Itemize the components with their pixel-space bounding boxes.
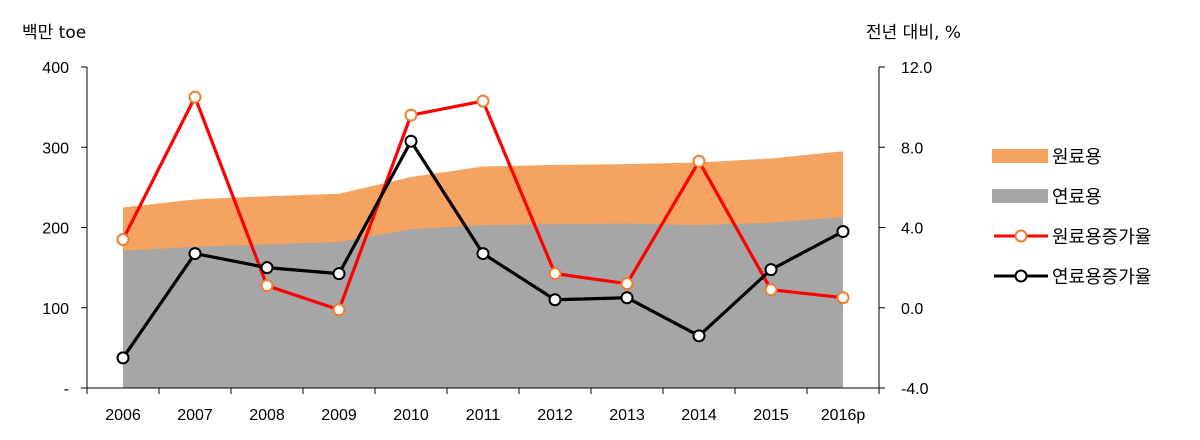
feedstock-growth-point xyxy=(764,283,778,297)
x-tick-label: 2013 xyxy=(609,407,645,424)
right-tick-label: 12.0 xyxy=(901,60,932,77)
x-tick-label: 2010 xyxy=(393,407,429,424)
x-tick-label: 2007 xyxy=(177,407,213,424)
feedstock-swatch xyxy=(992,149,1048,163)
x-tick-label: 2016p xyxy=(821,407,866,424)
x-tick-label: 2006 xyxy=(105,407,141,424)
feedstock-growth-point xyxy=(188,90,202,104)
feedstock-growth-point xyxy=(476,94,490,108)
fuel-growth-swatch xyxy=(994,269,1048,283)
feedstock-growth-point xyxy=(260,279,274,293)
left-axis-unit-label: 백만 toe xyxy=(22,23,87,43)
right-axis-unit-label: 전년 대비, % xyxy=(866,23,961,43)
x-tick-label: 2012 xyxy=(537,407,573,424)
fuel-growth-point xyxy=(548,293,562,307)
legend-item-feedstock: 원료용 xyxy=(992,140,1192,180)
right-tick-label: -4.0 xyxy=(901,381,929,398)
legend-label: 연료용증가율 xyxy=(1052,267,1152,288)
legend-item-fuel-growth: 연료용증가율 xyxy=(992,260,1192,300)
feedstock-growth-swatch xyxy=(994,229,1048,243)
x-tick-label: 2011 xyxy=(466,407,501,424)
feedstock-growth-point xyxy=(116,233,130,247)
legend-item-fuel: 연료용 xyxy=(992,180,1192,220)
fuel-growth-point xyxy=(116,351,130,365)
fuel-growth-point xyxy=(260,261,274,275)
feedstock-growth-point xyxy=(836,291,850,305)
left-tick-label: 300 xyxy=(42,140,69,157)
left-tick-label: - xyxy=(64,381,69,398)
legend-label: 연료용 xyxy=(1052,187,1102,208)
fuel-growth-point xyxy=(188,247,202,261)
right-tick-label: 4.0 xyxy=(901,221,923,238)
x-tick-label: 2009 xyxy=(321,407,357,424)
left-tick-label: 400 xyxy=(42,60,69,77)
x-tick-label: 2014 xyxy=(681,407,717,424)
fuel-growth-point xyxy=(692,329,706,343)
legend-item-feedstock-growth: 원료용증가율 xyxy=(992,220,1192,260)
legend-label: 원료용 xyxy=(1052,147,1102,168)
feedstock-growth-point xyxy=(548,267,562,281)
fuel-growth-point xyxy=(620,291,634,305)
left-tick-label: 100 xyxy=(42,301,69,318)
fuel-growth-point xyxy=(404,134,418,148)
feedstock-growth-point xyxy=(692,154,706,168)
feedstock-growth-point xyxy=(332,303,346,317)
right-tick-label: 8.0 xyxy=(901,140,923,157)
legend: 원료용 연료용 원료용증가율 연료용증가율 xyxy=(992,140,1192,300)
fuel-growth-point xyxy=(476,247,490,261)
fuel-growth-point xyxy=(332,267,346,281)
legend-label: 원료용증가율 xyxy=(1052,227,1152,248)
x-tick-label: 2015 xyxy=(753,407,789,424)
fuel-swatch xyxy=(992,189,1048,203)
fuel-growth-point xyxy=(764,263,778,277)
feedstock-growth-point xyxy=(620,277,634,291)
fuel-growth-point xyxy=(836,225,850,239)
left-tick-label: 200 xyxy=(42,221,69,238)
x-tick-label: 2008 xyxy=(249,407,285,424)
fuel-area xyxy=(123,217,843,388)
right-tick-label: 0.0 xyxy=(901,301,923,318)
feedstock-growth-point xyxy=(404,108,418,122)
